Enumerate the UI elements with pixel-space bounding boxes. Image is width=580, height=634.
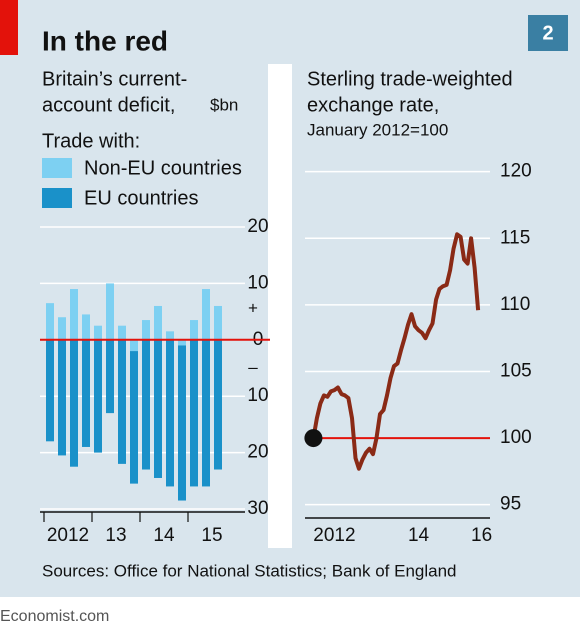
subtitle: January 2012=100 bbox=[307, 120, 448, 139]
panel-gap bbox=[268, 64, 292, 548]
bar bbox=[178, 339, 186, 346]
bar bbox=[58, 317, 66, 340]
badge-box bbox=[528, 15, 568, 51]
bar bbox=[202, 289, 210, 340]
panel-title: Britain’s current- bbox=[42, 68, 187, 90]
sign-label: + bbox=[248, 298, 258, 317]
badge: 2 bbox=[542, 22, 553, 44]
bar bbox=[94, 339, 102, 453]
red-tag bbox=[0, 0, 18, 55]
y-tick-label: 20 bbox=[247, 442, 268, 463]
bar bbox=[46, 339, 54, 442]
panel-title: exchange rate, bbox=[307, 94, 439, 116]
legend-label: Non-EU countries bbox=[84, 157, 242, 179]
panel-title: account deficit, bbox=[42, 94, 175, 116]
y-tick-label: 110 bbox=[500, 294, 530, 315]
unit: $bn bbox=[210, 95, 238, 114]
panel-title: Sterling trade-weighted bbox=[307, 68, 513, 90]
y-tick-label: 100 bbox=[500, 427, 532, 448]
bar bbox=[118, 339, 126, 464]
bar bbox=[202, 339, 210, 487]
y-tick-label: 115 bbox=[500, 227, 530, 248]
bar bbox=[46, 303, 54, 340]
sign-label: – bbox=[248, 357, 258, 376]
bar bbox=[142, 320, 150, 340]
bar bbox=[106, 339, 114, 414]
bar bbox=[118, 325, 126, 340]
bar bbox=[94, 325, 102, 340]
bar bbox=[130, 351, 138, 484]
x-tick-label: 15 bbox=[201, 525, 222, 546]
y-tick-label: 95 bbox=[500, 494, 521, 515]
source: Sources: Office for National Statistics;… bbox=[42, 561, 457, 580]
x-tick-label: 14 bbox=[408, 525, 430, 546]
page-title: In the red bbox=[42, 25, 168, 56]
y-tick-label: 120 bbox=[500, 161, 532, 182]
bar bbox=[70, 289, 78, 340]
x-tick-label: 2012 bbox=[47, 525, 89, 546]
bar bbox=[178, 345, 186, 501]
bar bbox=[154, 305, 162, 340]
footer: Economist.com bbox=[0, 608, 109, 625]
y-tick-label: 10 bbox=[247, 385, 268, 406]
bar bbox=[142, 339, 150, 470]
bar bbox=[190, 320, 198, 340]
y-tick-label: 30 bbox=[247, 498, 268, 519]
bar bbox=[166, 331, 174, 340]
bar bbox=[166, 339, 174, 487]
x-tick-label: 14 bbox=[153, 525, 175, 546]
y-tick-label: 105 bbox=[500, 360, 532, 381]
bar bbox=[82, 339, 90, 447]
legend-title: Trade with: bbox=[42, 130, 140, 152]
bar bbox=[82, 314, 90, 340]
bar bbox=[214, 305, 222, 340]
legend-swatch bbox=[42, 188, 72, 208]
start-marker bbox=[304, 429, 323, 448]
bar bbox=[154, 339, 162, 478]
bar bbox=[190, 339, 198, 487]
legend-label: EU countries bbox=[84, 187, 199, 209]
y-tick-label: 10 bbox=[247, 272, 268, 293]
bar bbox=[106, 283, 114, 340]
x-tick-label: 2012 bbox=[313, 525, 355, 546]
bar bbox=[58, 339, 66, 456]
y-tick-label: 20 bbox=[247, 216, 268, 237]
x-tick-label: 16 bbox=[471, 525, 492, 546]
bar bbox=[130, 339, 138, 352]
legend-swatch bbox=[42, 158, 72, 178]
x-tick-label: 13 bbox=[105, 525, 126, 546]
bar bbox=[214, 339, 222, 470]
line bbox=[311, 232, 481, 471]
bar bbox=[70, 339, 78, 467]
